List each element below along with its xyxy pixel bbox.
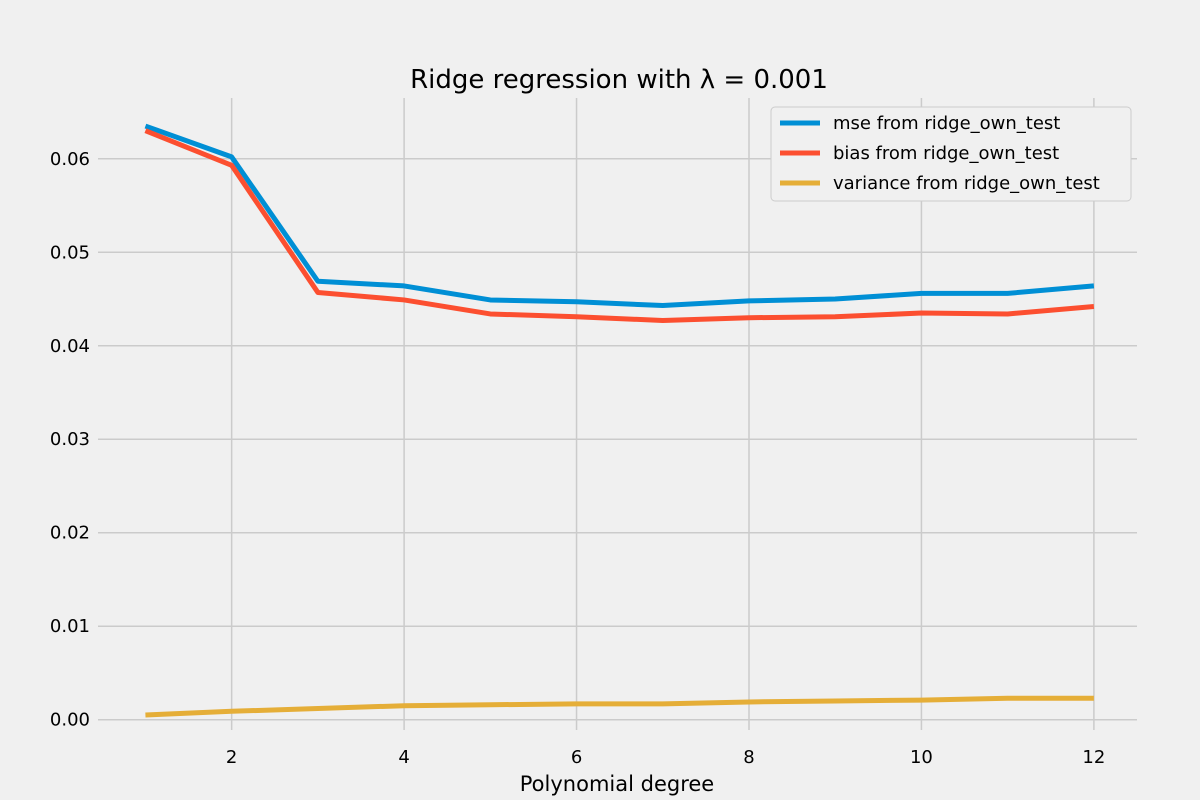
x-tick-label: 12 xyxy=(1082,747,1105,768)
series-line-2 xyxy=(145,695,1094,718)
y-tick-labels: 0.00 0.01 0.02 0.03 0.04 0.05 0.06 xyxy=(50,149,90,731)
y-tick-label: 0.03 xyxy=(50,429,90,450)
legend-entry: bias from ridge_own_test xyxy=(833,143,1059,164)
x-tick-labels: 2 4 6 8 10 12 xyxy=(226,747,1105,768)
x-tick-label: 4 xyxy=(398,747,409,768)
y-tick-label: 0.04 xyxy=(50,336,90,357)
series-line-0 xyxy=(144,123,1095,309)
y-tick-label: 0.00 xyxy=(50,710,90,731)
y-tick-label: 0.02 xyxy=(50,523,90,544)
series-line-1 xyxy=(144,128,1095,324)
y-tick-label: 0.01 xyxy=(50,616,90,637)
x-tick-label: 10 xyxy=(910,747,933,768)
legend-entry: variance from ridge_own_test xyxy=(833,173,1100,194)
y-tick-label: 0.06 xyxy=(50,149,90,170)
y-tick-label: 0.05 xyxy=(50,242,90,263)
x-tick-label: 6 xyxy=(571,747,582,768)
legend-entry: mse from ridge_own_test xyxy=(833,113,1060,134)
x-tick-label: 2 xyxy=(226,747,237,768)
x-axis-label: Polynomial degree xyxy=(520,772,714,796)
series-lines xyxy=(144,123,1095,718)
x-tick-label: 8 xyxy=(743,747,754,768)
chart-title: Ridge regression with λ = 0.001 xyxy=(410,65,828,95)
legend-box xyxy=(770,106,1132,202)
